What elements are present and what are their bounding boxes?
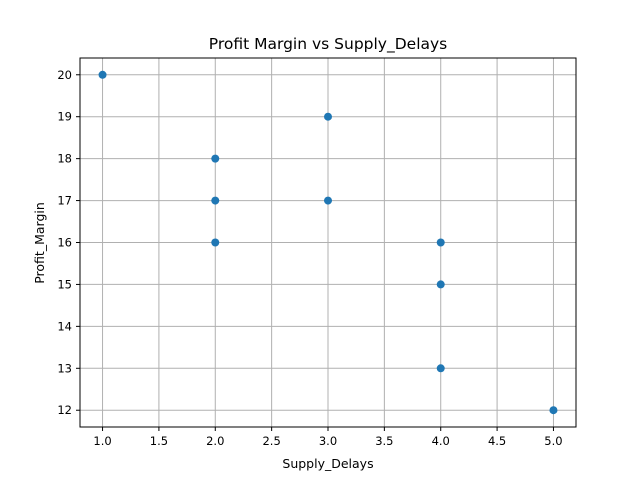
x-tick-label: 5.0 — [544, 434, 562, 448]
data-points — [98, 70, 558, 415]
x-tick-label: 1.5 — [150, 434, 168, 448]
x-tick-label: 4.0 — [432, 434, 450, 448]
y-tick-label: 20 — [57, 68, 72, 82]
y-tick-label: 18 — [57, 152, 72, 166]
x-tick-label: 2.5 — [262, 434, 280, 448]
data-point — [436, 280, 445, 289]
data-point — [549, 406, 558, 415]
axis-ticks: 1.0 1.5 2.0 2.5 3.0 3.5 4.0 4.5 5.0 12 13 14 15 16 17 1… — [57, 68, 562, 448]
x-tick-label: 1.0 — [93, 434, 111, 448]
data-point — [98, 70, 107, 79]
y-tick-label: 15 — [57, 277, 72, 291]
data-point — [324, 112, 332, 121]
x-tick-label: 2.0 — [206, 434, 224, 448]
chart-title: Profit Margin vs Supply_Delays — [209, 35, 448, 54]
data-point — [211, 238, 220, 247]
y-tick-label: 13 — [57, 361, 72, 375]
plot-frame — [79, 57, 577, 428]
y-axis-label: Profit_Margin — [32, 202, 47, 284]
x-tick-label: 4.5 — [488, 434, 506, 448]
y-tick-label: 17 — [57, 194, 72, 208]
y-tick-label: 12 — [57, 403, 72, 417]
data-point — [436, 238, 445, 247]
y-tick-label: 14 — [57, 319, 72, 333]
y-tick-label: 16 — [57, 236, 72, 250]
x-tick-label: 3.0 — [319, 434, 337, 448]
y-tick-label: 19 — [57, 110, 72, 124]
data-point — [324, 196, 332, 205]
data-point — [211, 154, 220, 163]
data-point — [211, 196, 220, 205]
x-tick-label: 3.5 — [375, 434, 393, 448]
data-point — [436, 364, 445, 373]
x-axis-label: Supply_Delays — [282, 456, 373, 471]
